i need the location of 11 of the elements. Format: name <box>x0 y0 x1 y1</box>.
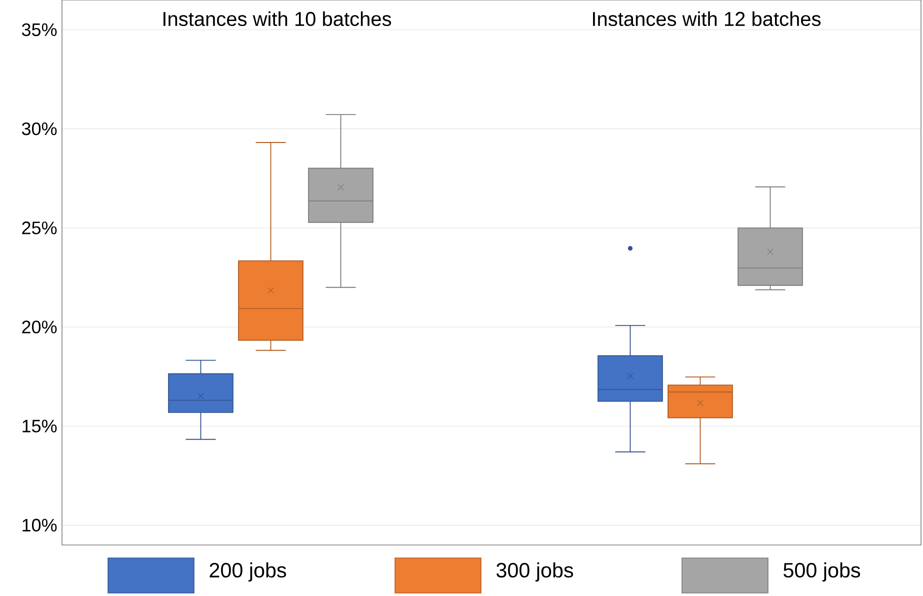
legend-label: 200 jobs <box>210 562 286 582</box>
y-tick-label: 20% <box>22 320 57 334</box>
x-tick-label: Instances with 10 batches <box>164 11 392 26</box>
legend-label: 300 jobs <box>496 562 574 582</box>
legend-label: 500 jobs <box>784 562 860 582</box>
y-tick-label: 35% <box>22 23 57 36</box>
y-tick-label: 15% <box>22 420 57 432</box>
x-tick-label: Instances with 12 batches <box>593 11 821 26</box>
y-tick-label: 30% <box>22 122 57 136</box>
y-tick-label: 25% <box>22 222 57 234</box>
y-tick-label: 10% <box>22 518 57 532</box>
